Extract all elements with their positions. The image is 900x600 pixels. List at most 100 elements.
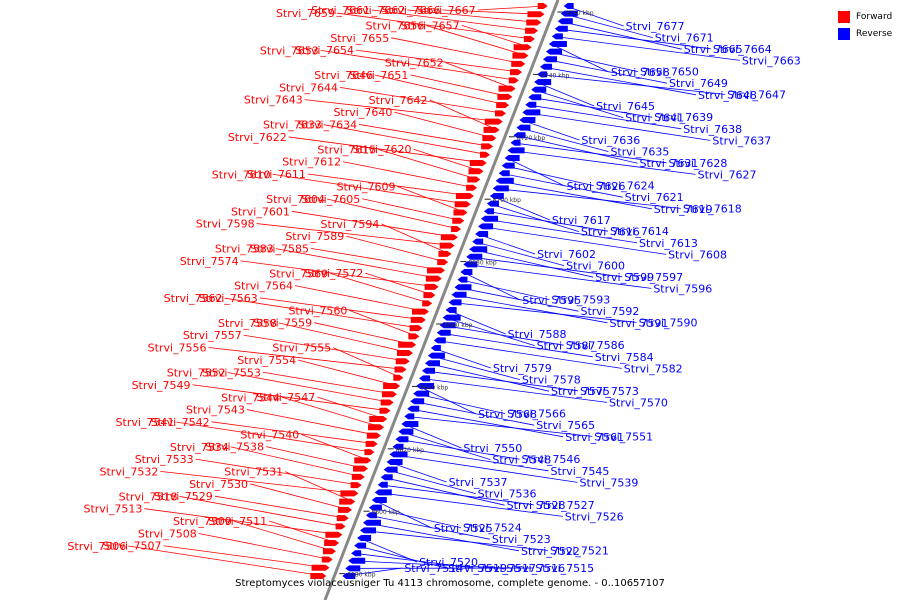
reverse-gene-feature[interactable] <box>554 25 568 32</box>
reverse-gene-feature[interactable] <box>516 124 531 131</box>
reverse-gene-feature[interactable] <box>392 443 404 450</box>
gene-label[interactable]: Strvi_7515 <box>535 562 594 575</box>
gene-label[interactable]: Strvi_7656 <box>366 20 425 33</box>
forward-gene-feature[interactable] <box>453 209 468 216</box>
forward-gene-feature[interactable] <box>437 259 449 266</box>
forward-gene-feature[interactable] <box>451 226 462 233</box>
reverse-gene-feature[interactable] <box>345 565 361 572</box>
gene-label[interactable]: Strvi_7585 <box>250 242 309 255</box>
gene-label[interactable]: Strvi_7541 <box>116 416 175 429</box>
gene-label[interactable]: Strvi_7637 <box>712 134 771 147</box>
reverse-gene-feature[interactable] <box>545 48 562 55</box>
forward-gene-feature[interactable] <box>379 407 391 414</box>
forward-gene-feature[interactable] <box>523 36 535 43</box>
gene-label[interactable]: Strvi_7545 <box>550 465 609 478</box>
reverse-gene-feature[interactable] <box>377 481 388 488</box>
reverse-gene-feature[interactable] <box>537 71 548 78</box>
reverse-gene-feature[interactable] <box>407 405 420 412</box>
gene-label[interactable]: Strvi_7562 <box>164 292 223 305</box>
gene-label[interactable]: Strvi_7527 <box>536 499 595 512</box>
gene-label[interactable]: Strvi_7522 <box>521 545 580 558</box>
forward-gene-feature[interactable] <box>526 19 542 26</box>
gene-label[interactable]: Strvi_7572 <box>305 267 364 280</box>
gene-label[interactable]: Strvi_7517 <box>477 562 536 575</box>
gene-label[interactable]: Strvi_7596 <box>653 282 712 295</box>
gene-label[interactable]: Strvi_7617 <box>552 214 611 227</box>
reverse-gene-feature[interactable] <box>510 139 521 146</box>
gene-label[interactable]: Strvi_7540 <box>240 428 299 441</box>
gene-label[interactable]: Strvi_7518 <box>119 490 178 503</box>
gene-label[interactable]: Strvi_7507 <box>103 540 162 553</box>
forward-gene-feature[interactable] <box>322 548 336 555</box>
gene-label[interactable]: Strvi_7594 <box>321 218 380 231</box>
gene-label[interactable]: Strvi_7612 <box>282 156 341 169</box>
forward-gene-feature[interactable] <box>324 539 340 546</box>
reverse-gene-feature[interactable] <box>495 177 514 184</box>
gene-label[interactable]: Strvi_7620 <box>353 143 412 156</box>
gene-label[interactable]: Strvi_7616 <box>581 226 640 239</box>
reverse-gene-feature[interactable] <box>389 451 408 458</box>
gene-label[interactable]: Strvi_7520 <box>419 556 478 569</box>
gene-label[interactable]: Strvi_7531 <box>224 466 283 479</box>
reverse-gene-feature[interactable] <box>351 550 362 557</box>
forward-gene-feature[interactable] <box>380 399 394 406</box>
forward-gene-feature[interactable] <box>427 267 446 274</box>
reverse-gene-feature[interactable] <box>413 390 430 397</box>
forward-gene-feature[interactable] <box>396 349 413 356</box>
reverse-gene-feature[interactable] <box>395 436 409 443</box>
gene-label[interactable]: Strvi_7665 <box>684 43 743 56</box>
reverse-gene-feature[interactable] <box>360 527 377 534</box>
gene-label[interactable]: Strvi_7654 <box>295 44 354 57</box>
gene-label[interactable]: Strvi_7639 <box>654 111 713 124</box>
forward-gene-feature[interactable] <box>438 250 452 257</box>
gene-label[interactable]: Strvi_7578 <box>522 374 581 387</box>
reverse-gene-feature[interactable] <box>457 276 468 283</box>
reverse-gene-feature[interactable] <box>531 86 547 93</box>
forward-gene-feature[interactable] <box>498 85 516 92</box>
gene-label[interactable]: Strvi_7532 <box>100 465 159 478</box>
forward-gene-feature[interactable] <box>353 465 369 472</box>
forward-gene-feature[interactable] <box>482 135 497 142</box>
gene-label[interactable]: Strvi_7652 <box>385 57 444 70</box>
reverse-gene-feature[interactable] <box>469 246 488 253</box>
forward-gene-feature[interactable] <box>440 234 458 241</box>
gene-label[interactable]: Strvi_7595 <box>522 294 581 307</box>
gene-label[interactable]: Strvi_7556 <box>148 341 207 354</box>
gene-label[interactable]: Strvi_7613 <box>639 237 698 250</box>
forward-gene-feature[interactable] <box>337 506 352 513</box>
reverse-gene-feature[interactable] <box>348 557 366 564</box>
gene-label[interactable]: Strvi_7558 <box>218 317 277 330</box>
reverse-gene-feature[interactable] <box>410 398 425 405</box>
gene-label[interactable]: Strvi_7529 <box>154 490 213 503</box>
reverse-gene-feature[interactable] <box>481 215 499 222</box>
reverse-gene-feature[interactable] <box>371 497 387 503</box>
reverse-gene-feature[interactable] <box>383 466 398 473</box>
gene-label[interactable]: Strvi_7538 <box>205 441 264 454</box>
reverse-gene-feature[interactable] <box>528 94 542 101</box>
forward-gene-feature[interactable] <box>408 333 420 340</box>
gene-label[interactable]: Strvi_7645 <box>596 100 655 113</box>
gene-label[interactable]: Strvi_7597 <box>624 271 683 284</box>
gene-label[interactable]: Strvi_7601 <box>231 205 290 218</box>
gene-label[interactable]: Strvi_7659 <box>276 7 335 20</box>
forward-gene-feature[interactable] <box>310 573 327 579</box>
gene-label[interactable]: Strvi_7651 <box>349 69 408 82</box>
reverse-gene-feature[interactable] <box>486 200 499 207</box>
forward-gene-feature[interactable] <box>484 118 503 125</box>
forward-gene-feature[interactable] <box>512 52 529 59</box>
reverse-gene-feature[interactable] <box>563 3 574 9</box>
gene-label[interactable]: Strvi_7553 <box>202 366 261 379</box>
reverse-gene-feature[interactable] <box>492 185 509 192</box>
gene-label[interactable]: Strvi_7555 <box>272 342 331 355</box>
gene-label[interactable]: Strvi_7598 <box>196 218 255 231</box>
gene-label[interactable]: Strvi_7521 <box>550 544 609 557</box>
forward-gene-feature[interactable] <box>510 69 523 76</box>
forward-gene-feature[interactable] <box>381 391 397 398</box>
forward-gene-feature[interactable] <box>365 440 378 447</box>
gene-label[interactable]: Strvi_7574 <box>180 255 239 268</box>
gene-label[interactable]: Strvi_7657 <box>401 19 460 32</box>
gene-label[interactable]: Strvi_7591 <box>610 317 669 330</box>
forward-gene-feature[interactable] <box>409 325 423 332</box>
gene-label[interactable]: Strvi_7658 <box>611 66 670 79</box>
forward-gene-feature[interactable] <box>527 11 545 18</box>
